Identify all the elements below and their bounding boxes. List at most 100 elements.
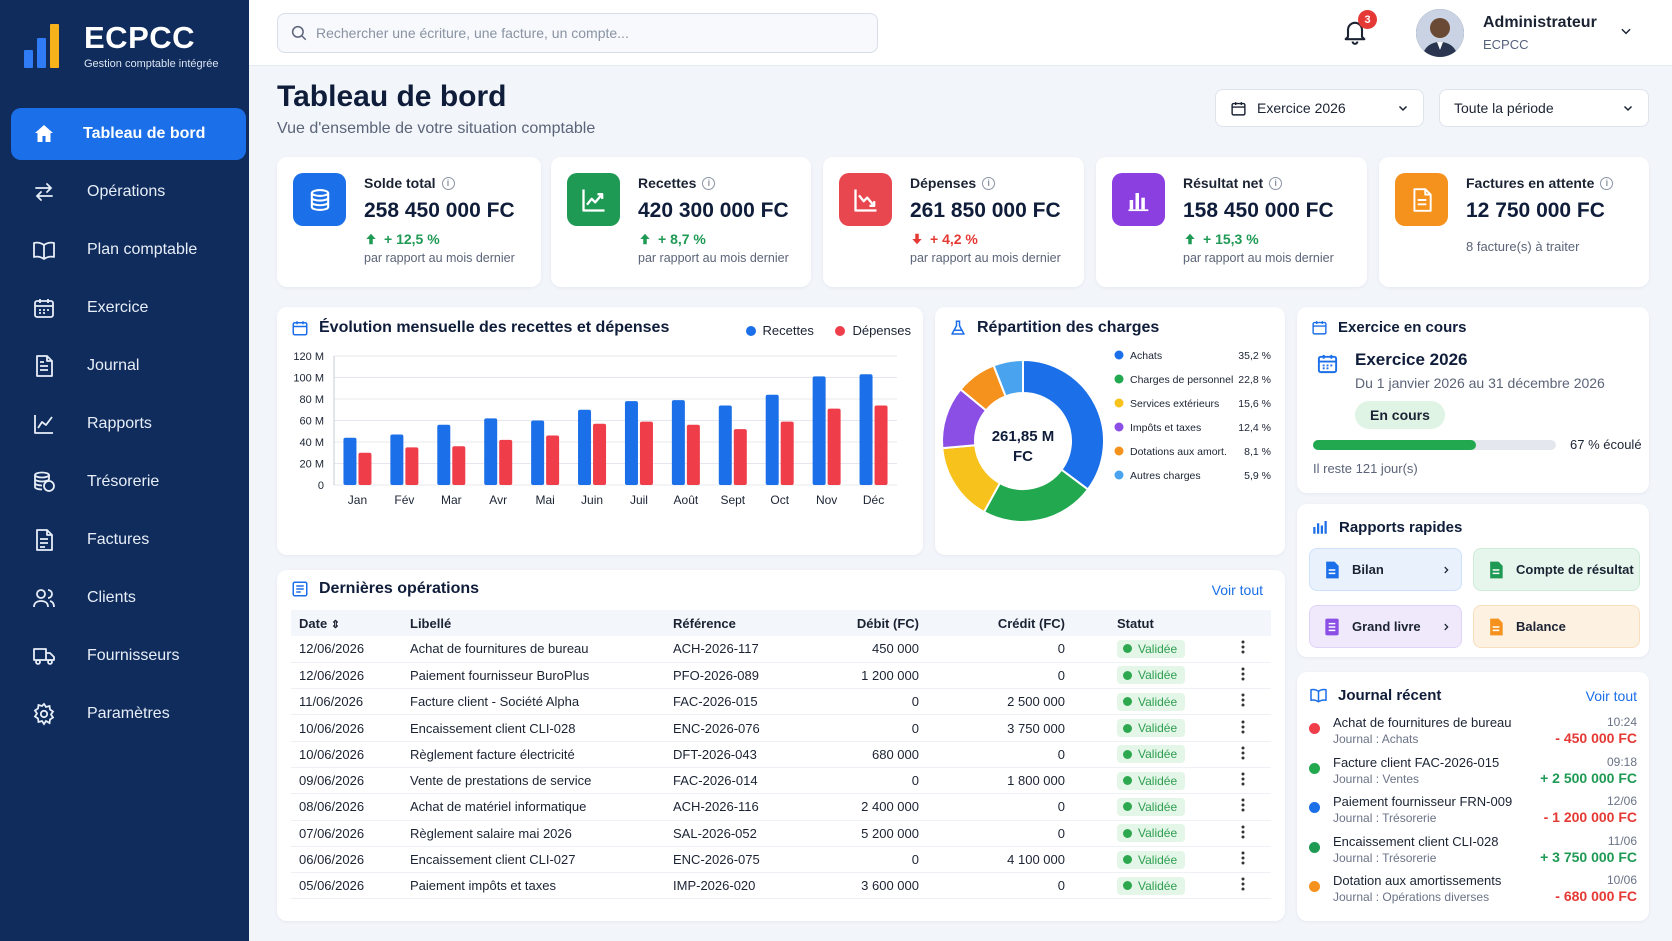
table-row[interactable]: 10/06/2026 Règlement facture électricité D… <box>291 741 1271 768</box>
bar-recettes[interactable] <box>437 424 451 485</box>
bar-recettes[interactable] <box>765 394 779 485</box>
table-row[interactable]: 09/06/2026 Vente de prestations de servic… <box>291 767 1271 795</box>
exercice-progress-fill <box>1313 440 1476 450</box>
more-vertical-icon[interactable] <box>1241 772 1245 786</box>
bar-recettes[interactable] <box>531 420 545 486</box>
more-vertical-icon[interactable] <box>1241 720 1245 734</box>
sidebar-item-fournisseurs[interactable]: Fournisseurs <box>11 630 246 682</box>
bar-recettes[interactable] <box>484 418 498 485</box>
bar-depenses[interactable] <box>827 408 841 485</box>
bar-depenses[interactable] <box>358 452 372 485</box>
bar-recettes[interactable] <box>718 405 732 485</box>
sidebar-item-tresorerie[interactable]: Trésorerie <box>11 456 246 508</box>
bar-recettes[interactable] <box>578 409 592 485</box>
journal-entry[interactable]: Facture client FAC-2026-015 Journal : Ven… <box>1309 755 1637 795</box>
user-name[interactable]: Administrateur <box>1483 14 1597 31</box>
report-compte-de-resultat-button[interactable]: Compte de résultat <box>1473 548 1640 591</box>
bar-recettes[interactable] <box>859 374 873 485</box>
kpi-card-depenses[interactable]: Dépenses i 261 850 000 FC + 4,2 % par rap… <box>823 157 1084 287</box>
table-row[interactable]: 05/06/2026 Paiement impôts et taxes IMP-20… <box>291 872 1271 900</box>
cell-date: 10/06/2026 <box>291 714 410 742</box>
sidebar-item-factures[interactable]: Factures <box>11 514 246 566</box>
search-box[interactable] <box>277 13 878 53</box>
sidebar-item-rapports[interactable]: Rapports <box>11 398 246 450</box>
status-badge: Validée <box>1117 771 1186 790</box>
bar-depenses[interactable] <box>780 421 794 485</box>
legend-item-depenses[interactable]: Dépenses <box>835 323 911 338</box>
bar-recettes[interactable] <box>390 434 404 485</box>
more-vertical-icon[interactable] <box>1241 693 1245 707</box>
bar-depenses[interactable] <box>733 429 747 485</box>
avatar[interactable] <box>1416 9 1464 57</box>
journal-entry[interactable]: Achat de fournitures de bureau Journal : … <box>1309 715 1637 755</box>
bar-recettes[interactable] <box>671 400 685 485</box>
kpi-card-recettes[interactable]: Recettes i 420 300 000 FC + 8,7 % par rap… <box>551 157 811 287</box>
more-vertical-icon[interactable] <box>1241 877 1245 891</box>
column-header-date[interactable]: Date ⇕ <box>291 610 410 636</box>
journal-entry-journal: Journal : Ventes <box>1333 771 1420 786</box>
exercice-select-value: Exercice 2026 <box>1257 100 1346 116</box>
sidebar-item-label: Tableau de bord <box>83 125 206 142</box>
donut-slice[interactable] <box>1022 358 1105 491</box>
legend-item-recettes[interactable]: Recettes <box>745 323 814 338</box>
kpi-card-factures-en-attente[interactable]: Factures en attente i 12 750 000 FC 8 fac… <box>1379 157 1649 287</box>
bar-recettes[interactable] <box>343 437 357 485</box>
report-grand-livre-button[interactable]: Grand livre <box>1309 605 1462 648</box>
chevron-down-icon[interactable] <box>1619 24 1633 38</box>
more-vertical-icon[interactable] <box>1241 798 1245 812</box>
kpi-card-solde-total[interactable]: Solde total i 258 450 000 FC + 12,5 % par… <box>277 157 541 287</box>
bar-depenses[interactable] <box>405 447 419 485</box>
row-actions-cell <box>1215 741 1271 768</box>
kpi-card-resultat-net[interactable]: Résultat net i 158 450 000 FC + 15,3 % pa… <box>1096 157 1367 287</box>
app-logo[interactable]: ECPCC Gestion comptable intégrée <box>24 22 219 70</box>
donut-slice[interactable] <box>992 358 1024 398</box>
donut-slice[interactable] <box>982 468 1090 523</box>
logo-bars-icon <box>24 24 64 68</box>
bar-depenses[interactable] <box>452 446 466 485</box>
bar-recettes[interactable] <box>812 376 826 485</box>
table-row[interactable]: 10/06/2026 Encaissement client CLI-028 ENC… <box>291 714 1271 742</box>
bar-depenses[interactable] <box>499 439 513 485</box>
sidebar-item-parametres[interactable]: Paramètres <box>11 688 246 740</box>
exercice-select[interactable]: Exercice 2026 <box>1215 89 1424 127</box>
table-row[interactable]: 07/06/2026 Règlement salaire mai 2026 SAL-… <box>291 820 1271 847</box>
table-row[interactable]: 12/06/2026 Paiement fournisseur BuroPlus P… <box>291 662 1271 690</box>
table-row[interactable]: 06/06/2026 Encaissement client CLI-027 ENC… <box>291 846 1271 874</box>
cell-libelle: Paiement fournisseur BuroPlus <box>410 662 673 690</box>
operations-view-all-link[interactable]: Voir tout <box>1211 582 1263 598</box>
bar-depenses[interactable] <box>686 424 700 485</box>
journal-entry[interactable]: Encaissement client CLI-028 Journal : Tré… <box>1309 834 1637 874</box>
sidebar-item-exercice[interactable]: Exercice <box>11 282 246 334</box>
bar-recettes[interactable] <box>624 401 638 485</box>
bar-depenses[interactable] <box>546 435 560 485</box>
report-bilan-button[interactable]: Bilan <box>1309 548 1462 591</box>
sidebar-item-journal[interactable]: Journal <box>11 340 246 392</box>
journal-entry[interactable]: Paiement fournisseur FRN-009 Journal : Tr… <box>1309 794 1637 834</box>
bar-depenses[interactable] <box>639 421 653 485</box>
notifications-button[interactable]: 3 <box>1341 10 1377 48</box>
sidebar-item-operations[interactable]: Opérations <box>11 166 246 218</box>
more-vertical-icon[interactable] <box>1241 640 1245 654</box>
sidebar-item-tableau-de-bord[interactable]: Tableau de bord <box>11 108 246 160</box>
report-balance-button[interactable]: Balance <box>1473 605 1640 648</box>
legend-swatch <box>1114 422 1124 432</box>
table-header-row: Date ⇕ Libellé Référence Débit (FC) Créd… <box>291 610 1271 636</box>
journal-view-all-link[interactable]: Voir tout <box>1585 688 1637 704</box>
bar-depenses[interactable] <box>874 405 888 485</box>
more-vertical-icon[interactable] <box>1241 825 1245 839</box>
sidebar-item-plan-comptable[interactable]: Plan comptable <box>11 224 246 276</box>
search-input[interactable] <box>316 25 856 41</box>
info-icon: i <box>1600 176 1614 190</box>
more-vertical-icon[interactable] <box>1241 746 1245 760</box>
period-select[interactable]: Toute la période <box>1439 89 1649 127</box>
sidebar-item-clients[interactable]: Clients <box>11 572 246 624</box>
bar-depenses[interactable] <box>593 423 607 485</box>
x-tick-label: Jan <box>348 493 367 507</box>
more-vertical-icon[interactable] <box>1241 667 1245 681</box>
table-row[interactable]: 12/06/2026 Achat de fournitures de bureau… <box>291 636 1271 663</box>
journal-entry[interactable]: Dotation aux amortissements Journal : Opé… <box>1309 873 1637 913</box>
table-row[interactable]: 11/06/2026 Facture client - Société Alpha… <box>291 688 1271 716</box>
table-row[interactable]: 08/06/2026 Achat de matériel informatique… <box>291 793 1271 821</box>
more-vertical-icon[interactable] <box>1241 851 1245 865</box>
cell-debit: 680 000 <box>815 741 919 768</box>
